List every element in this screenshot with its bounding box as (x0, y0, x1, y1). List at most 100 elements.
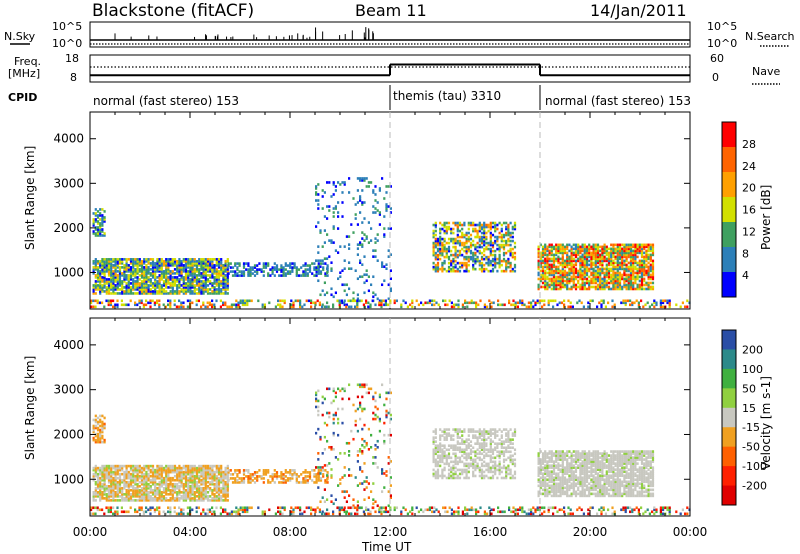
power-cell (625, 287, 628, 291)
velocity-cell (434, 430, 437, 433)
power-cell (187, 278, 190, 281)
power-cell (555, 279, 558, 283)
power-cell (121, 292, 124, 295)
power-cell (636, 261, 639, 265)
power-cell (151, 292, 155, 295)
power-cell (566, 283, 569, 287)
velocity-cell (328, 415, 331, 419)
power-cell (389, 299, 392, 303)
velocity-cell (217, 488, 221, 492)
power-cell (193, 268, 196, 271)
power-cell (92, 266, 95, 269)
power-cell (618, 261, 622, 265)
velocity-cell (151, 493, 155, 496)
power-cell (487, 247, 490, 251)
power-cell (120, 299, 123, 303)
power-cell (601, 267, 604, 271)
power-cell (570, 257, 573, 261)
velocity-cell (195, 474, 199, 478)
velocity-cell (101, 440, 104, 444)
velocity-cell (110, 466, 113, 470)
power-cell (629, 285, 633, 289)
power-cell (109, 303, 112, 307)
velocity-cell (127, 499, 130, 502)
power-cell (558, 301, 561, 305)
power-cell (204, 280, 207, 283)
velocity-cell (149, 480, 152, 484)
velocity-cell (195, 476, 199, 480)
power-cell (566, 285, 569, 289)
power-cell (475, 301, 478, 305)
power-cell (189, 264, 192, 267)
power-cell (317, 265, 320, 268)
power-cell (601, 265, 604, 269)
power-cell (121, 260, 124, 263)
power-cell (618, 247, 622, 251)
power-cell (178, 284, 181, 287)
velocity-cell (311, 479, 314, 482)
power-cell (156, 276, 159, 279)
power-cell (189, 284, 192, 287)
velocity-cell (352, 504, 355, 508)
power-cell (614, 249, 617, 253)
velocity-cell (114, 480, 117, 484)
power-cell (625, 249, 628, 253)
velocity-cell (158, 486, 161, 490)
power-cell (360, 299, 363, 303)
power-cell (555, 267, 558, 271)
power-cell (581, 269, 584, 273)
velocity-cell (253, 481, 257, 484)
power-cell (94, 280, 97, 283)
power-cell (472, 259, 475, 263)
power-cell (649, 277, 652, 281)
power-cell (220, 282, 223, 285)
power-cell (281, 299, 284, 303)
velocity-cell (389, 413, 392, 417)
velocity-cell (123, 484, 126, 488)
velocity-cell (326, 508, 329, 512)
velocity-cell (151, 480, 155, 484)
velocity-cell (389, 433, 392, 437)
power-cell (215, 278, 218, 281)
velocity-cell (297, 481, 301, 484)
power-cell (215, 272, 218, 275)
power-cell (546, 275, 549, 279)
power-cell (389, 227, 392, 230)
velocity-cell (138, 468, 141, 472)
velocity-cell (96, 476, 100, 480)
power-cell (465, 233, 468, 237)
velocity-cell (363, 488, 366, 491)
velocity-cell (147, 495, 150, 498)
power-cell (638, 243, 641, 247)
power-cell (632, 259, 635, 263)
power-cell (548, 285, 551, 289)
power-cell (282, 268, 285, 271)
power-cell (292, 303, 295, 307)
power-cell (636, 243, 639, 247)
power-cell (176, 284, 179, 287)
power-cell (640, 259, 644, 263)
power-cell (546, 261, 549, 265)
velocity-cell (114, 486, 117, 490)
power-cell (156, 292, 159, 295)
power-cell (145, 274, 148, 277)
power-cell (568, 279, 571, 283)
velocity-cell (363, 383, 366, 387)
power-cell (289, 272, 292, 275)
power-cell (643, 267, 646, 271)
power-colorbar-label: Power [dB] (759, 185, 773, 250)
power-cell (187, 266, 190, 269)
velocity-cell (125, 476, 128, 480)
velocity-cell (343, 389, 346, 393)
power-cell (184, 264, 188, 267)
power-cell (441, 265, 444, 269)
power-cell (476, 249, 479, 253)
power-cell (198, 280, 201, 283)
power-cell (458, 239, 462, 243)
velocity-cell (189, 499, 192, 502)
velocity-cell (354, 419, 357, 423)
power-cell (322, 268, 325, 271)
velocity-cell (224, 474, 227, 478)
power-cell (463, 249, 466, 253)
power-cell (145, 290, 148, 293)
